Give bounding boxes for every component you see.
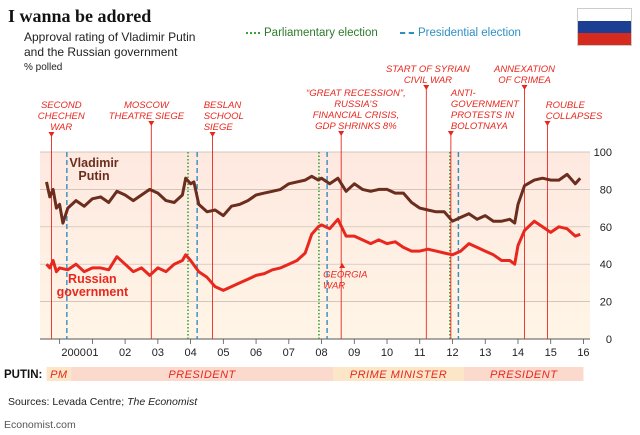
annotation-label: FINANCIAL CRISIS, xyxy=(313,110,399,121)
y-tick-label: 60 xyxy=(600,222,612,234)
annotation-label: COLLAPSES xyxy=(546,111,603,122)
y-tick-label: 40 xyxy=(600,259,612,271)
parliamentary-legend-swatch xyxy=(246,31,260,34)
annotation-label: CIVIL WAR xyxy=(404,75,452,86)
x-tick-label: 11 xyxy=(414,347,425,359)
subtitle-line-1: Approval rating of Vladimir Putin xyxy=(24,30,196,44)
annotation-label: CHECHEN xyxy=(38,111,85,122)
annotation-label: BOLOTNAYA xyxy=(451,121,508,132)
annotation-label: ANTI- xyxy=(450,88,476,99)
x-tick-label: 02 xyxy=(119,347,131,359)
role-band-label: PRIME MINISTER xyxy=(350,369,447,381)
role-band xyxy=(46,367,72,381)
x-tick-label: 2000 xyxy=(61,347,85,359)
annotation-label: BESLAN xyxy=(204,100,242,111)
legend-parliamentary: Parliamentary election xyxy=(246,27,378,39)
role-band xyxy=(71,367,334,381)
source-prefix: Sources: Levada Centre; xyxy=(8,396,128,408)
putin-series-label: Vladimir xyxy=(69,156,118,170)
annotation-label: “GREAT RECESSION”, xyxy=(306,88,406,99)
annotation-arrow xyxy=(447,131,454,136)
y-tick-label: 80 xyxy=(600,184,612,196)
government-series-label: government xyxy=(57,285,129,299)
putin-series-label: Putin xyxy=(78,169,109,183)
x-tick-label: 04 xyxy=(184,347,196,359)
plot-background xyxy=(40,152,590,339)
annotation-label: GDP SHRINKS 8% xyxy=(315,121,397,132)
flag-blue-stripe xyxy=(578,20,631,33)
annotation-label: THEATRE SIEGE xyxy=(109,111,185,122)
government-series-line xyxy=(45,217,581,292)
annotation-arrow xyxy=(209,132,216,137)
x-tick-label: 07 xyxy=(283,347,295,359)
annotation-arrow xyxy=(521,85,528,90)
annotation-arrow xyxy=(544,121,551,126)
flag-red-stripe xyxy=(578,32,631,45)
source-italic: The Economist xyxy=(127,396,198,408)
annotation-arrow xyxy=(148,121,155,126)
annotation-label: START OF SYRIAN xyxy=(386,64,470,75)
x-tick-label: 15 xyxy=(545,347,557,359)
x-tick-label: 08 xyxy=(315,347,327,359)
role-band-label: PRESIDENT xyxy=(168,369,236,381)
annotation-label: GEORGIA xyxy=(323,269,367,280)
annotation-label: WAR xyxy=(50,122,72,133)
flag-white-stripe xyxy=(578,9,631,21)
presidential-legend-swatch xyxy=(400,31,414,34)
annotation-label: PROTESTS IN xyxy=(451,110,514,121)
x-tick-label: 13 xyxy=(479,347,491,359)
chart-subtitle: Approval rating of Vladimir Putin and th… xyxy=(24,30,195,60)
russian-flag-icon xyxy=(577,8,632,46)
chart-title: I wanna be adored xyxy=(8,6,152,26)
annotation-label: SIEGE xyxy=(204,122,234,133)
role-band-label: PM xyxy=(50,369,68,381)
subtitle-line-2: and the Russian government xyxy=(24,45,178,59)
annotation-label: MOSCOW xyxy=(124,100,170,111)
x-tick-label: 05 xyxy=(217,347,229,359)
x-tick-label: 12 xyxy=(446,347,458,359)
annotation-arrow xyxy=(338,131,345,136)
annotation-arrow xyxy=(339,262,346,268)
annotation-label: OF CRIMEA xyxy=(498,75,551,86)
role-band-label: PRESIDENT xyxy=(490,369,558,381)
putin-series-line xyxy=(45,172,582,225)
y-tick-label: 100 xyxy=(594,147,612,159)
x-tick-label: 16 xyxy=(577,347,589,359)
x-tick-label: 10 xyxy=(381,347,393,359)
annotation-arrow xyxy=(48,132,55,137)
annotation-label: SECOND xyxy=(41,100,82,111)
x-tick-label: 09 xyxy=(348,347,360,359)
presidential-legend-label: Presidential election xyxy=(418,27,521,39)
credit-label: Economist.com xyxy=(4,419,76,431)
annotation-label: RUSSIA’S xyxy=(334,99,378,110)
x-tick-label: 06 xyxy=(250,347,262,359)
annotation-label: WAR xyxy=(323,280,345,291)
legend-presidential: Presidential election xyxy=(400,27,521,39)
x-tick-label: 01 xyxy=(86,347,98,359)
annotation-label: SCHOOL xyxy=(204,111,244,122)
unit-label: % polled xyxy=(24,62,63,73)
annotation-label: GOVERNMENT xyxy=(451,99,520,110)
source-note: Sources: Levada Centre; The Economist xyxy=(8,396,197,408)
y-tick-label: 20 xyxy=(600,297,612,309)
annotation-label: ANNEXATION xyxy=(493,64,555,75)
role-axis-label: PUTIN: xyxy=(4,369,42,381)
parliamentary-legend-label: Parliamentary election xyxy=(264,27,378,39)
annotation-label: ROUBLE xyxy=(546,100,586,111)
x-tick-label: 14 xyxy=(512,347,524,359)
role-band xyxy=(463,367,584,381)
government-series-label: Russian xyxy=(68,272,117,286)
annotation-arrow xyxy=(423,85,430,90)
x-tick-label: 03 xyxy=(152,347,164,359)
role-band xyxy=(333,367,464,381)
y-tick-label: 0 xyxy=(606,334,612,346)
